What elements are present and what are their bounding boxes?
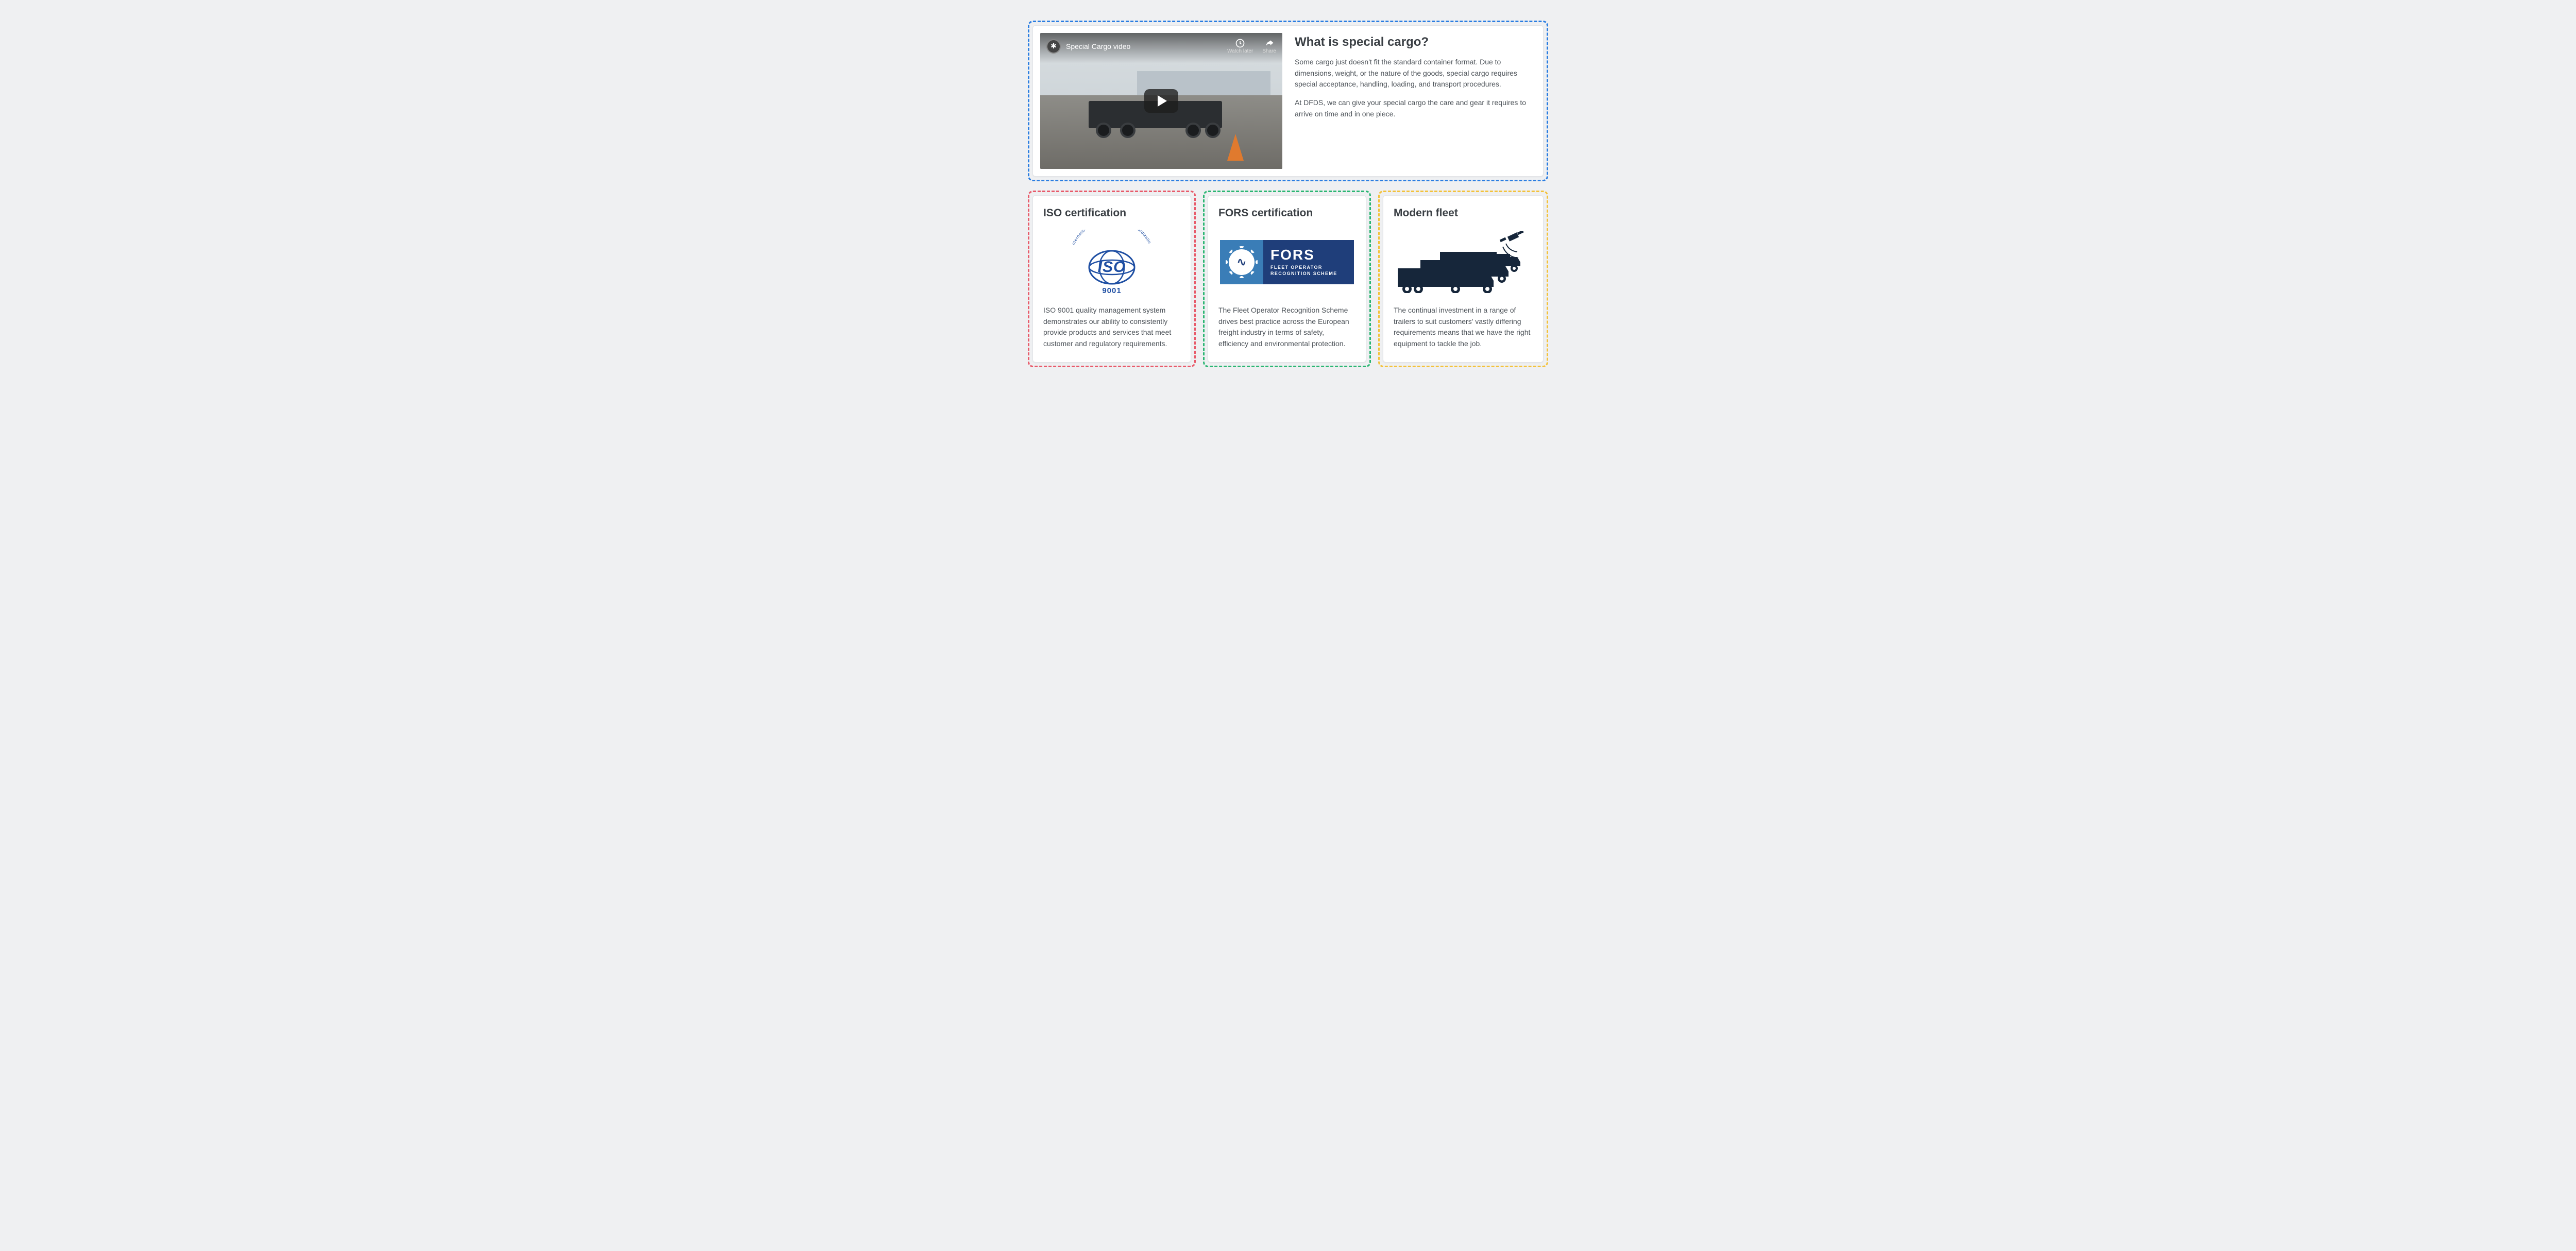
share-label: Share xyxy=(1262,48,1276,54)
channel-avatar-icon[interactable]: ✱ xyxy=(1046,39,1061,54)
video-player[interactable]: ✱ Special Cargo video Watch later xyxy=(1040,33,1282,169)
iso-number: 9001 xyxy=(1071,286,1153,295)
iso-graphic: International Organization for Standardi… xyxy=(1043,229,1180,296)
fors-badge-left: ∿ xyxy=(1220,240,1263,284)
fleet-body: The continual investment in a range of t… xyxy=(1394,305,1533,350)
fleet-graphic xyxy=(1394,229,1533,296)
fleet-heading: Modern fleet xyxy=(1394,207,1533,219)
iso-arc-text: International Organization for Standardi… xyxy=(1071,230,1153,245)
fors-body: The Fleet Operator Recognition Scheme dr… xyxy=(1218,305,1355,350)
iso-heading: ISO certification xyxy=(1043,207,1180,219)
fors-line2: RECOGNITION SCHEME xyxy=(1270,270,1347,277)
iso-card: ISO certification International Organiza… xyxy=(1032,195,1191,363)
clock-icon xyxy=(1235,38,1245,48)
fors-graphic: ∿ FORS FLEET OPERATOR RECOGNITION SCHEME xyxy=(1218,229,1355,296)
fors-line1: FLEET OPERATOR xyxy=(1270,264,1347,270)
watch-later-label: Watch later xyxy=(1227,48,1253,54)
hero-card: ✱ Special Cargo video Watch later xyxy=(1032,25,1544,177)
fors-big: FORS xyxy=(1270,248,1347,262)
fors-badge-right: FORS FLEET OPERATOR RECOGNITION SCHEME xyxy=(1263,240,1354,284)
hero-paragraph-2: At DFDS, we can give your special cargo … xyxy=(1295,97,1534,119)
hero-heading: What is special cargo? xyxy=(1295,35,1534,49)
cards-row: ISO certification International Organiza… xyxy=(1028,191,1548,367)
share-icon xyxy=(1264,38,1275,48)
fors-heading: FORS certification xyxy=(1218,207,1355,219)
svg-text:International Organization for: International Organization for Standardi… xyxy=(1071,230,1152,245)
watch-later-button[interactable]: Watch later xyxy=(1227,38,1253,54)
play-button[interactable] xyxy=(1144,89,1178,113)
hero-paragraph-1: Some cargo just doesn't fit the standard… xyxy=(1295,57,1534,90)
video-topbar: ✱ Special Cargo video Watch later xyxy=(1040,33,1282,63)
fleet-card: Modern fleet xyxy=(1383,195,1544,363)
video-title[interactable]: Special Cargo video xyxy=(1066,42,1227,50)
fors-card-wrapper: FORS certification ∿ FORS FL xyxy=(1203,191,1371,367)
iso-card-wrapper: ISO certification International Organiza… xyxy=(1028,191,1196,367)
hero-text: What is special cargo? Some cargo just d… xyxy=(1295,33,1534,169)
trucks-satellite-icon xyxy=(1394,231,1533,293)
fors-card: FORS certification ∿ FORS FL xyxy=(1208,195,1366,363)
fleet-card-wrapper: Modern fleet xyxy=(1378,191,1548,367)
iso-mark: ISO xyxy=(1087,249,1137,285)
iso-body: ISO 9001 quality management system demon… xyxy=(1043,305,1180,350)
page: ✱ Special Cargo video Watch later xyxy=(1028,21,1548,367)
hero-section: ✱ Special Cargo video Watch later xyxy=(1028,21,1548,181)
share-button[interactable]: Share xyxy=(1262,38,1276,54)
gear-icon: ∿ xyxy=(1229,249,1255,275)
